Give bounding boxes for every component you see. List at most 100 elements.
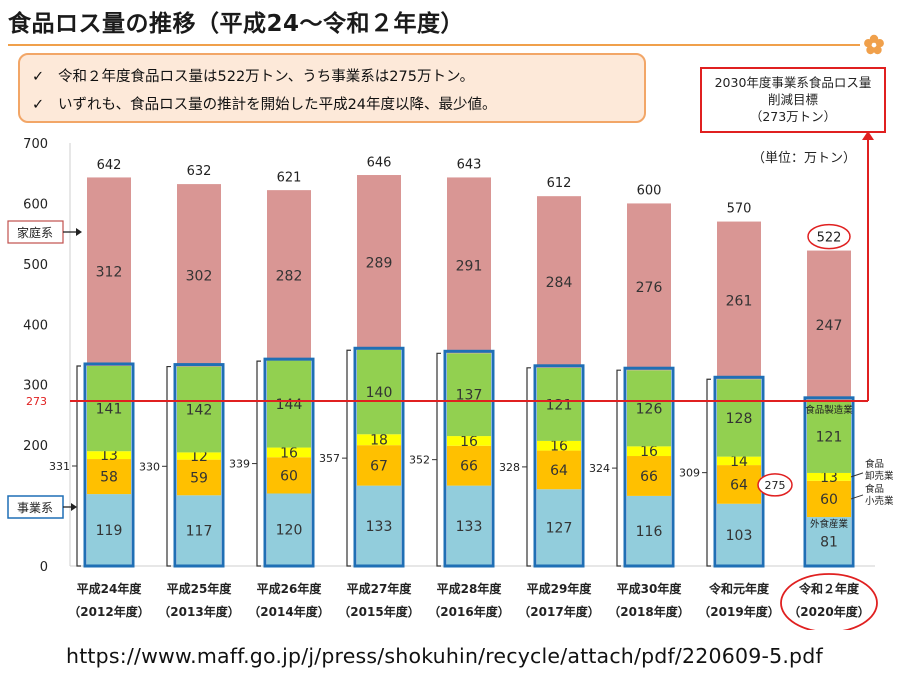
bar-value-label: 66	[640, 469, 658, 485]
bar-value-label: 291	[456, 258, 483, 274]
business-total-label: 339	[229, 458, 250, 471]
bar-manufacturing	[447, 353, 491, 437]
bar-food_service	[807, 517, 851, 566]
bar-value-label: 120	[276, 523, 303, 539]
bar-household	[267, 190, 311, 361]
bar-food_service	[267, 493, 311, 566]
bar-value-label: 16	[640, 444, 658, 460]
bar-household	[447, 177, 491, 354]
y-tick-label: 500	[23, 258, 48, 273]
bar-household	[627, 203, 671, 371]
bar-value-label: 141	[96, 402, 123, 418]
category-label: 令和２年度	[798, 581, 860, 596]
bar-manufacturing	[267, 360, 311, 448]
bar-retail	[87, 459, 131, 495]
business-bracket	[166, 365, 171, 567]
retail-label-1: 食品	[865, 483, 884, 495]
category-highlight-ring	[780, 573, 878, 630]
bar-food_service	[87, 494, 131, 566]
bar-value-label: 126	[636, 401, 663, 417]
summary-box: ✓ 令和２年度食品ロス量は522万トン、うち事業系は275万トン。 ✓ いずれも、食…	[18, 53, 646, 123]
target-line-2: 削減目標	[767, 92, 818, 107]
bar-food_service	[177, 495, 221, 566]
category-year-label: （2013年度）	[158, 604, 239, 619]
total-label: 646	[367, 156, 392, 171]
bar-value-label: 261	[726, 293, 753, 309]
bar-manufacturing	[627, 370, 671, 447]
bar-retail	[357, 445, 401, 486]
check-icon: ✓	[32, 97, 45, 113]
category-year-label: （2012年度）	[68, 604, 149, 619]
category-label: 平成24年度	[77, 581, 143, 596]
category-label: 平成29年度	[527, 581, 593, 596]
summary-point-1: ✓ 令和２年度食品ロス量は522万トン、うち事業系は275万トン。	[32, 65, 474, 86]
business-outline	[173, 363, 225, 568]
food-service-label: 外食産業	[810, 518, 849, 530]
bar-food_service	[357, 485, 401, 566]
bar-wholesale	[357, 434, 401, 446]
total-label: 612	[547, 176, 572, 191]
page-title: 食品ロス量の推移（平成24～令和２年度）	[8, 11, 465, 37]
business-outline	[263, 357, 315, 568]
bar-value-label: 13	[820, 470, 838, 486]
wholesale-label-2: 卸売業	[865, 470, 894, 482]
bar-value-label: 14	[730, 454, 748, 470]
total-label: 643	[457, 157, 482, 172]
bar-food_service	[717, 503, 761, 566]
bar-retail	[177, 459, 221, 496]
bar-wholesale	[807, 472, 851, 481]
business-outline	[83, 362, 135, 568]
summary-text-2: いずれも、食品ロス量の推計を開始した平成24年度以降、最少値。	[58, 97, 497, 113]
total-label: 632	[187, 164, 212, 179]
bar-value-label: 119	[96, 523, 123, 539]
bar-value-label: 58	[100, 470, 118, 486]
bar-value-label: 60	[280, 468, 298, 484]
bar-value-label: 18	[370, 433, 388, 449]
bar-value-label: 133	[456, 519, 483, 535]
total-label: 522	[817, 231, 842, 246]
business-bracket	[706, 378, 711, 567]
household-arrow-head	[76, 228, 82, 236]
y-tick-label: 200	[23, 439, 48, 454]
y-tick-label: 300	[23, 379, 48, 394]
bar-value-label: 60	[820, 492, 838, 508]
business-bracket	[616, 369, 621, 567]
category-year-label: （2015年度）	[338, 604, 419, 619]
household-label: 家庭系	[17, 225, 53, 240]
manufacturing-label: 食品製造業	[805, 404, 853, 416]
business-label: 事業系	[17, 501, 53, 515]
bar-household	[87, 177, 131, 366]
bar-value-label: 140	[366, 385, 393, 401]
total-label: 600	[637, 183, 662, 198]
bar-value-label: 59	[190, 470, 208, 486]
unit-label: （単位：万トン）	[752, 150, 856, 166]
source-url: https://www.maff.go.jp/j/press/shokuhin/…	[66, 644, 823, 668]
bar-value-label: 16	[460, 434, 478, 450]
bar-household	[537, 196, 581, 368]
business-bracket	[526, 367, 531, 567]
check-icon: ✓	[32, 69, 45, 85]
bar-value-label: 247	[816, 318, 843, 334]
business-bracket	[436, 352, 441, 567]
business-total-label: 331	[49, 460, 70, 473]
bar-manufacturing	[807, 399, 851, 473]
business-bracket	[76, 365, 81, 567]
bar-value-label: 284	[546, 275, 573, 291]
y-tick-label: 700	[23, 137, 48, 152]
y-tick-label: 400	[23, 318, 48, 333]
bar-value-label: 13	[100, 448, 118, 464]
bar-wholesale	[717, 456, 761, 466]
bar-wholesale	[177, 452, 221, 460]
category-label: 平成28年度	[437, 581, 503, 596]
wholesale-leader	[850, 472, 864, 478]
bar-value-label: 67	[370, 458, 388, 474]
total-label: 621	[277, 171, 302, 186]
bar-value-label: 121	[816, 429, 843, 445]
target-arrow-head	[862, 131, 874, 140]
bar-value-label: 66	[460, 459, 478, 475]
business-total-label: 324	[589, 462, 610, 475]
bar-wholesale	[447, 436, 491, 446]
bar-retail	[537, 450, 581, 490]
bar-wholesale	[627, 446, 671, 457]
bar-wholesale	[87, 451, 131, 460]
